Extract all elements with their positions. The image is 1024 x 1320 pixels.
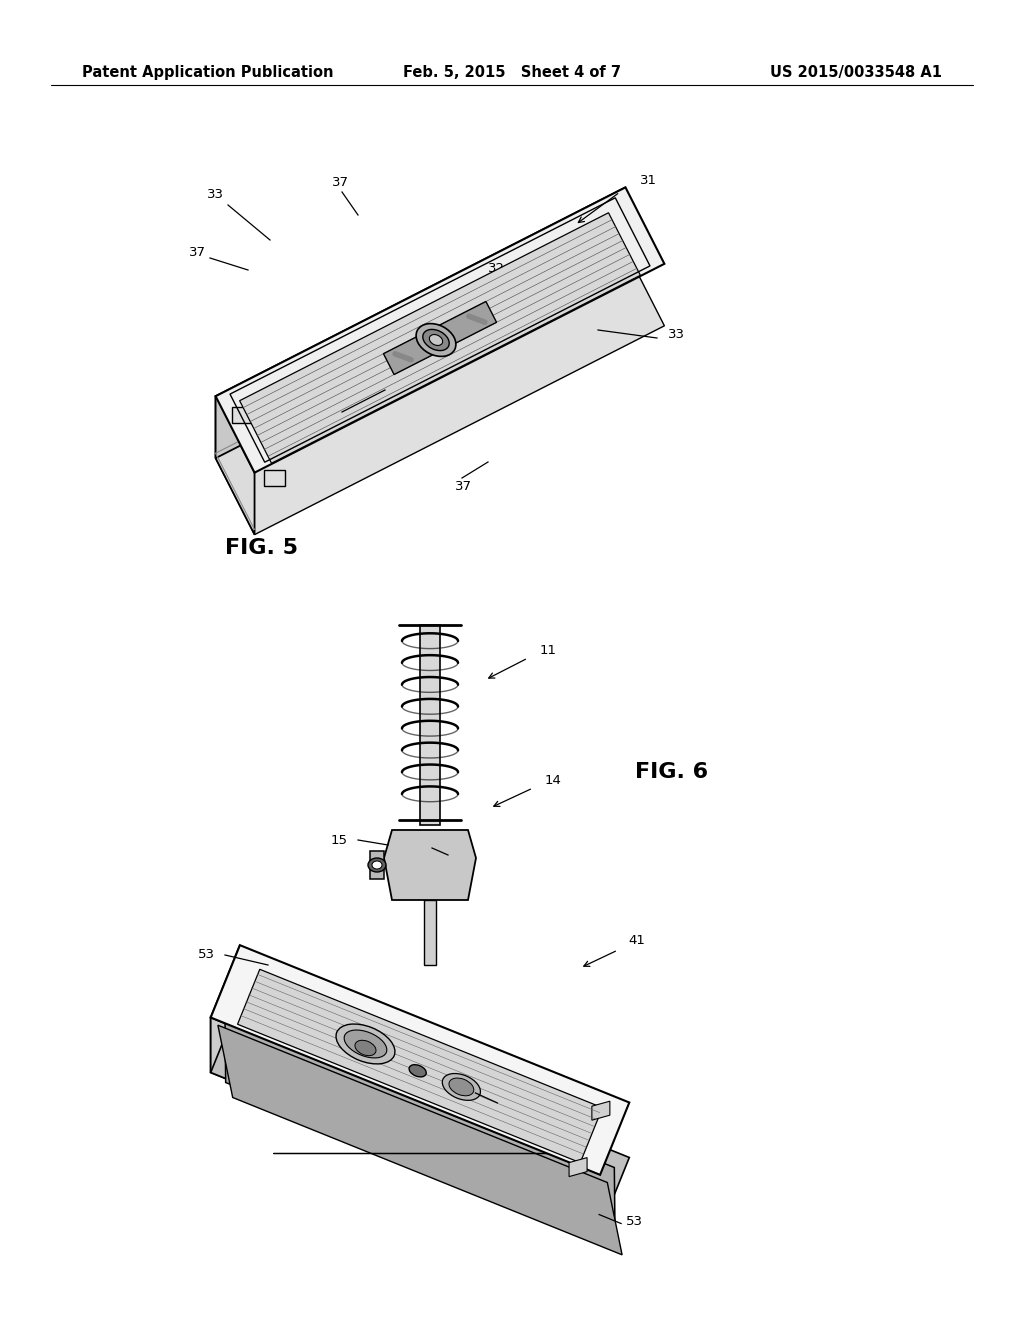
Text: 41: 41 <box>628 933 645 946</box>
Ellipse shape <box>368 858 386 873</box>
Polygon shape <box>211 1018 600 1230</box>
Polygon shape <box>420 624 440 825</box>
Polygon shape <box>384 830 476 900</box>
Ellipse shape <box>355 1040 376 1056</box>
Ellipse shape <box>429 334 442 346</box>
Polygon shape <box>424 900 436 965</box>
Ellipse shape <box>416 323 456 356</box>
Polygon shape <box>593 223 613 239</box>
Polygon shape <box>216 187 626 458</box>
Ellipse shape <box>409 1065 426 1077</box>
Text: 52: 52 <box>502 1098 518 1111</box>
Polygon shape <box>211 1001 630 1230</box>
Text: 51: 51 <box>389 1043 406 1055</box>
Polygon shape <box>240 213 640 463</box>
Ellipse shape <box>442 1073 480 1101</box>
Polygon shape <box>238 969 602 1163</box>
Polygon shape <box>263 470 285 486</box>
Text: FIG. 6: FIG. 6 <box>635 762 708 783</box>
Text: 11: 11 <box>540 644 557 656</box>
Text: 37: 37 <box>188 246 206 259</box>
Polygon shape <box>218 1026 623 1255</box>
Polygon shape <box>569 1158 587 1176</box>
Text: 53: 53 <box>198 949 215 961</box>
Polygon shape <box>211 945 630 1175</box>
Polygon shape <box>370 851 384 879</box>
Text: 50: 50 <box>426 1043 442 1055</box>
Polygon shape <box>211 945 240 1072</box>
Ellipse shape <box>372 861 382 869</box>
Text: 37: 37 <box>332 176 348 189</box>
Text: 16: 16 <box>450 851 467 865</box>
Text: 31: 31 <box>640 173 657 186</box>
Text: FIG. 5: FIG. 5 <box>225 537 298 558</box>
Ellipse shape <box>423 330 450 351</box>
Text: 53: 53 <box>626 1214 643 1228</box>
Polygon shape <box>383 301 497 375</box>
Polygon shape <box>216 396 255 535</box>
Text: Patent Application Publication: Patent Application Publication <box>82 65 334 81</box>
Polygon shape <box>231 407 253 422</box>
Text: 32: 32 <box>488 261 505 275</box>
Polygon shape <box>608 259 621 281</box>
Polygon shape <box>216 249 665 535</box>
Text: 33: 33 <box>207 189 223 202</box>
Text: Feb. 5, 2015   Sheet 4 of 7: Feb. 5, 2015 Sheet 4 of 7 <box>403 65 621 81</box>
Text: 36: 36 <box>319 412 337 425</box>
Polygon shape <box>216 187 665 473</box>
Text: US 2015/0033548 A1: US 2015/0033548 A1 <box>770 65 942 81</box>
Polygon shape <box>592 1101 610 1121</box>
Text: 34: 34 <box>490 275 507 288</box>
Ellipse shape <box>336 1024 395 1064</box>
Ellipse shape <box>449 1078 474 1096</box>
Text: 14: 14 <box>545 774 562 787</box>
Polygon shape <box>225 1010 615 1239</box>
Text: 15: 15 <box>331 833 348 846</box>
Ellipse shape <box>344 1030 387 1057</box>
Text: 37: 37 <box>455 479 472 492</box>
Text: 33: 33 <box>668 329 685 342</box>
